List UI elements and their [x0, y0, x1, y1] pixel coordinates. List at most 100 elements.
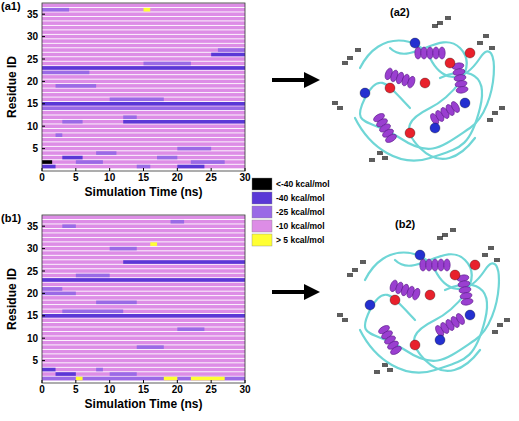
helix-turn: [433, 47, 439, 59]
atom-dot: [386, 365, 388, 367]
atom-dot: [360, 260, 362, 262]
y-tick-label: 15: [27, 98, 39, 109]
x-tick-label: 15: [138, 384, 150, 395]
atom-dot: [483, 34, 485, 36]
atom-dot: [491, 118, 493, 120]
row-band: [42, 247, 245, 251]
atom-dot: [492, 113, 494, 115]
cell: [42, 377, 245, 381]
row-band: [42, 115, 245, 119]
helix-turn: [426, 259, 432, 271]
color-label: > 5 kcal/mol: [276, 235, 324, 245]
x-tick: [143, 168, 144, 171]
cell: [96, 151, 116, 155]
row-band: [42, 292, 245, 296]
row-band: [42, 80, 245, 84]
y-tick-label: 35: [27, 9, 39, 20]
row-band: [42, 75, 245, 79]
atom-dot: [382, 156, 384, 158]
atom-dot: [379, 151, 381, 153]
y-tick: [42, 14, 45, 15]
y-tick: [42, 126, 45, 127]
row-band: [42, 363, 245, 367]
x-tick-label: 10: [104, 384, 116, 395]
atom-dot: [391, 370, 393, 372]
atom-dot: [354, 270, 356, 272]
row-band: [42, 106, 245, 110]
row-band: [42, 368, 245, 372]
atom-dot: [501, 323, 503, 325]
ion-sphere: [450, 270, 460, 280]
x-tick-label: 25: [206, 172, 218, 183]
atom-dot: [492, 330, 494, 332]
atom-dot: [347, 58, 349, 60]
atom-dot: [332, 103, 334, 105]
atom-dot: [437, 21, 439, 23]
atom-dot: [384, 158, 386, 160]
row-band: [42, 350, 245, 354]
row-band: [42, 305, 245, 309]
color-swatch: [252, 192, 272, 204]
cell: [56, 84, 97, 88]
atom-dot: [371, 160, 373, 162]
atom-dot: [341, 313, 343, 315]
helix: [372, 112, 398, 144]
x-tick: [177, 168, 178, 171]
color-swatch: [252, 220, 272, 232]
atom-dot: [489, 46, 491, 48]
x-tick: [109, 380, 110, 383]
y-tick-label: 30: [27, 243, 39, 254]
atom-dot: [493, 46, 495, 48]
atom-dot: [498, 258, 500, 260]
atom-dot: [481, 43, 483, 45]
atom-dot: [441, 21, 443, 23]
x-axis-label: Simulation Time (ns): [85, 185, 203, 199]
helix-turn: [455, 312, 467, 326]
atom-dot: [339, 108, 341, 110]
helix-turn: [415, 47, 421, 59]
cell: [177, 165, 204, 169]
y-tick: [42, 315, 45, 316]
ion-sphere: [410, 38, 420, 48]
atom-dot: [496, 258, 498, 260]
atom-dot: [437, 238, 439, 240]
atom-dot: [490, 246, 492, 248]
row-band: [42, 102, 245, 106]
row-band: [42, 53, 245, 57]
atom-dot: [334, 103, 336, 105]
atom-dot: [391, 368, 393, 370]
helix-turn: [456, 86, 469, 94]
y-axis-label: Residue ID: [5, 268, 19, 330]
atom-dot: [486, 253, 488, 255]
y-tick: [42, 148, 45, 149]
cell: [42, 102, 245, 106]
atom-dot: [337, 106, 339, 108]
ion-sphere: [410, 340, 420, 350]
ion-sphere: [415, 250, 425, 260]
atom-dot: [492, 111, 494, 113]
atom-dot: [349, 275, 351, 277]
ion-sphere: [430, 123, 440, 133]
helix: [451, 62, 468, 94]
atom-dot: [347, 273, 349, 275]
atom-dot: [503, 108, 505, 110]
atom-dot: [384, 156, 386, 158]
x-tick: [75, 168, 76, 171]
atom-dot: [377, 153, 379, 155]
row-band: [42, 301, 245, 305]
row-band: [42, 151, 245, 155]
atom-dot: [446, 233, 448, 235]
cell: [42, 66, 245, 70]
row-band: [42, 377, 245, 381]
panel-label: (a2): [390, 6, 410, 18]
atom-dot: [337, 108, 339, 110]
cell: [144, 8, 151, 12]
cell: [177, 327, 204, 331]
row-band: [42, 62, 245, 66]
atom-dot: [483, 36, 485, 38]
atom-dot: [439, 236, 441, 238]
row-band: [42, 341, 245, 345]
helix-turn: [432, 259, 438, 271]
helix-turn: [384, 133, 398, 145]
cell: [164, 377, 178, 381]
